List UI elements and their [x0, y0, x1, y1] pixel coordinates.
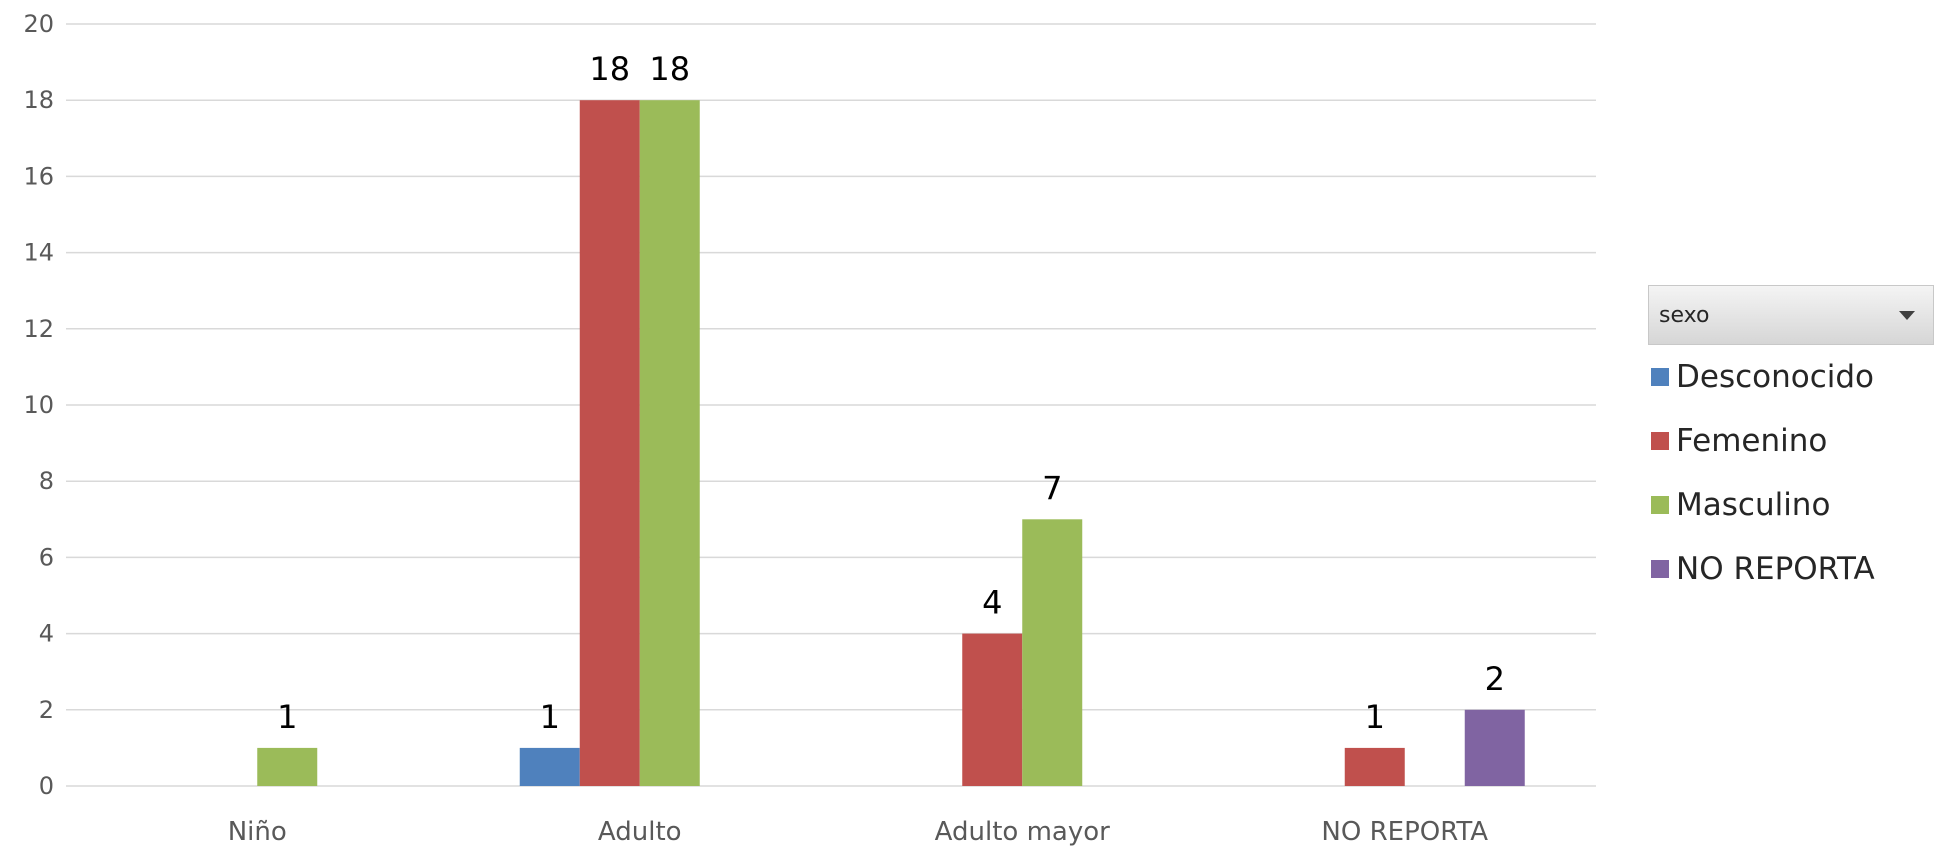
- legend-label: NO REPORTA: [1676, 551, 1875, 587]
- legend-item[interactable]: Masculino: [1651, 473, 1934, 537]
- data-label: 7: [1042, 469, 1062, 507]
- data-label: 18: [589, 50, 630, 88]
- y-tick-label: 8: [39, 467, 54, 495]
- x-tick-label: Adulto: [598, 817, 682, 847]
- y-tick-label: 18: [23, 86, 54, 114]
- legend-title: sexo: [1659, 302, 1710, 328]
- bar: [1344, 747, 1405, 786]
- dropdown-arrow-icon[interactable]: [1899, 310, 1915, 320]
- legend-swatch: [1651, 496, 1669, 514]
- y-tick-label: 16: [23, 162, 54, 190]
- legend-label: Femenino: [1676, 423, 1828, 459]
- bar: [1022, 519, 1083, 786]
- y-tick-label: 2: [39, 696, 54, 724]
- legend-swatch: [1651, 368, 1669, 386]
- legend-label: Desconocido: [1676, 359, 1875, 395]
- bar: [962, 633, 1023, 786]
- bar: [579, 100, 640, 786]
- bar: [1464, 709, 1525, 786]
- y-tick-label: 6: [39, 543, 54, 571]
- x-tick-label: Niño: [228, 817, 287, 847]
- legend-swatch: [1651, 432, 1669, 450]
- legend-item[interactable]: NO REPORTA: [1651, 537, 1934, 601]
- y-tick-label: 14: [23, 239, 54, 267]
- y-tick-label: 0: [39, 772, 54, 800]
- legend-label: Masculino: [1676, 487, 1831, 523]
- x-tick-label: Adulto mayor: [935, 817, 1110, 847]
- bar: [519, 747, 580, 786]
- data-label: 4: [982, 584, 1002, 622]
- x-tick-label: NO REPORTA: [1321, 817, 1488, 847]
- data-label: 18: [649, 50, 690, 88]
- gridlines: [66, 23, 1596, 787]
- legend: sexo Desconocido Femenino Masculino NO REPO…: [1648, 285, 1934, 601]
- legend-item[interactable]: Femenino: [1651, 409, 1934, 473]
- y-tick-label: 4: [39, 620, 54, 648]
- bar: [639, 100, 700, 786]
- data-labels: 1 1 18 18 4 7 1 2: [277, 50, 1505, 736]
- y-tick-label: 12: [23, 315, 54, 343]
- legend-filter-button[interactable]: sexo: [1648, 285, 1934, 345]
- bar: [257, 747, 318, 786]
- y-tick-label: 10: [23, 391, 54, 419]
- data-label: 1: [277, 698, 297, 736]
- data-label: 1: [540, 698, 560, 736]
- bars: [257, 100, 1525, 786]
- data-label: 1: [1365, 698, 1385, 736]
- legend-swatch: [1651, 560, 1669, 578]
- x-axis-labels: Niño Adulto Adulto mayor NO REPORTA: [228, 817, 1489, 847]
- y-axis-ticks: 0 2 4 6 8 10 12 14 16 18 20: [23, 10, 54, 800]
- y-tick-label: 20: [23, 10, 54, 38]
- data-label: 2: [1485, 660, 1505, 698]
- legend-item[interactable]: Desconocido: [1651, 345, 1934, 409]
